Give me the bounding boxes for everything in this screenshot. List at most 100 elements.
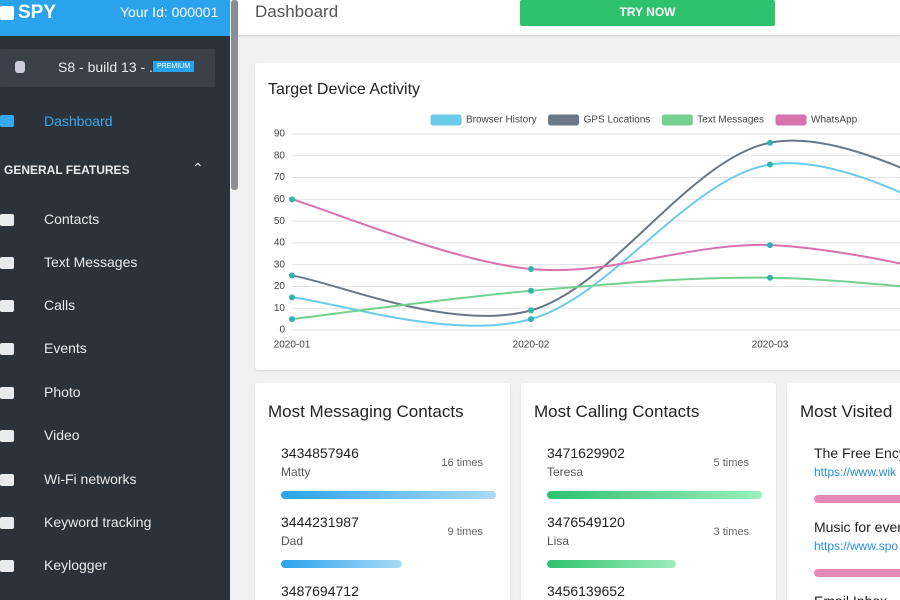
logo-icon — [0, 6, 14, 20]
nav-item[interactable]: Keylogger — [44, 557, 108, 573]
x-tick-label: 2020-01 — [274, 340, 311, 351]
series-line — [291, 162, 900, 327]
legend-swatch — [430, 114, 462, 126]
nav-item[interactable]: Video — [44, 427, 80, 443]
legend-swatch — [775, 114, 807, 126]
section-title[interactable]: GENERAL FEATURES — [4, 163, 130, 177]
x-tick-label: 2020-02 — [513, 340, 550, 351]
data-point — [289, 316, 295, 323]
nav-icon — [0, 300, 14, 312]
nav-icon — [0, 560, 14, 572]
y-tick-label: 90 — [274, 129, 286, 140]
nav-item[interactable]: Keyword tracking — [44, 514, 152, 530]
premium-badge: PREMIUM — [153, 61, 195, 72]
site-title: Music for ever — [814, 519, 900, 535]
home-icon — [0, 115, 14, 127]
nav-item[interactable]: Events — [44, 340, 87, 356]
contact-number: 3456139652 — [547, 583, 625, 599]
series-line — [291, 276, 900, 321]
chart-card: Target Device Activity 0 10 20 30 40 50 60 70 80… — [255, 63, 900, 370]
site-url[interactable]: https://www.spo — [814, 539, 899, 553]
contact-number: 3471629902 — [547, 445, 625, 461]
sidebar: SPY Your Id: 000001 S8 - build 13 - ... … — [0, 0, 230, 600]
nav-icon — [0, 214, 14, 226]
legend-swatch — [661, 114, 693, 126]
chart: 0 10 20 30 40 50 60 70 80 90 2020-01 2020-02 2020-03… — [274, 114, 900, 351]
brand: SPY — [18, 2, 57, 23]
data-point — [767, 274, 773, 281]
contact-number: 3476549120 — [547, 514, 625, 530]
times-label: 16 times — [441, 457, 483, 469]
count-bar — [281, 491, 496, 499]
site-bar — [814, 569, 900, 577]
times-label: 9 times — [447, 526, 483, 538]
y-tick-label: 80 — [274, 150, 286, 161]
times-label: 3 times — [713, 526, 749, 538]
data-point — [767, 161, 773, 168]
data-point — [528, 287, 534, 294]
series-line — [291, 139, 900, 317]
legend-label: GPS Locations — [584, 115, 651, 126]
y-tick-label: 40 — [274, 238, 286, 249]
y-tick-label: 60 — [274, 194, 286, 205]
messaging-card: Most Messaging Contacts 3434857946 Matty 16… — [255, 383, 510, 600]
y-tick-label: 0 — [279, 325, 285, 336]
try-now-button[interactable]: TRY NOW — [520, 0, 775, 26]
contact-name: Matty — [281, 465, 311, 479]
data-point — [528, 266, 534, 273]
card-title: Most Visited — [800, 402, 893, 421]
y-tick-label: 30 — [274, 259, 286, 270]
nav-item[interactable]: Calls — [44, 297, 76, 313]
x-tick-label: 2020-03 — [752, 340, 789, 351]
nav-icon — [0, 257, 14, 269]
android-icon — [15, 61, 25, 73]
count-bar — [281, 560, 402, 568]
visited-card: Most Visited The Free Ency https://www.wik… — [787, 383, 900, 600]
user-id: Your Id: 000001 — [120, 4, 219, 20]
count-bar — [547, 491, 762, 499]
brand-bar — [0, 0, 230, 36]
legend-label: Text Messages — [697, 115, 764, 126]
y-tick-label: 10 — [274, 303, 286, 314]
nav-item[interactable]: Photo — [44, 384, 81, 400]
calling-card: Most Calling Contacts 3471629902 Teresa 5 t… — [521, 383, 776, 600]
data-point — [767, 139, 773, 146]
site-url[interactable]: https://www.wik — [814, 465, 897, 479]
y-tick-label: 20 — [274, 281, 286, 292]
device-name: S8 - build 13 - ... — [58, 59, 161, 75]
nav-item[interactable]: Text Messages — [44, 254, 138, 270]
card-title: Most Calling Contacts — [534, 402, 700, 421]
nav-icon — [0, 343, 14, 355]
collapse-icon[interactable]: ⌃ — [192, 160, 204, 176]
contact-name: Teresa — [547, 465, 584, 479]
contact-name: Dad — [281, 534, 304, 548]
nav-item[interactable]: Contacts — [44, 211, 100, 227]
legend-label: Browser History — [466, 115, 537, 126]
scrollbar[interactable] — [231, 0, 238, 190]
card-title: Most Messaging Contacts — [268, 402, 464, 421]
nav-item[interactable]: Wi-Fi networks — [44, 471, 137, 487]
nav-icon — [0, 430, 14, 442]
legend-swatch — [548, 114, 580, 126]
contact-name: Lisa — [547, 534, 570, 548]
count-bar — [547, 560, 676, 568]
chart-title: Target Device Activity — [268, 81, 421, 98]
contact-number: 3444231987 — [281, 514, 359, 530]
data-point — [289, 272, 295, 279]
data-point — [767, 242, 773, 249]
legend-label: WhatsApp — [811, 115, 858, 126]
series-line — [291, 198, 900, 272]
data-point — [289, 196, 295, 203]
contact-number: 3487694712 — [281, 583, 359, 599]
data-point — [289, 294, 295, 301]
contact-number: 3434857946 — [281, 445, 359, 461]
data-point — [528, 316, 534, 323]
page-title: Dashboard — [255, 2, 339, 21]
nav-icon — [0, 387, 14, 399]
y-tick-label: 70 — [274, 172, 286, 183]
site-title: The Free Ency — [814, 445, 900, 461]
times-label: 5 times — [713, 457, 749, 469]
nav-icon — [0, 517, 14, 529]
nav-item-active[interactable]: Dashboard — [44, 113, 113, 129]
